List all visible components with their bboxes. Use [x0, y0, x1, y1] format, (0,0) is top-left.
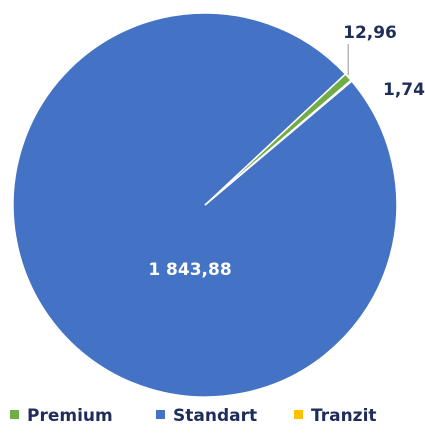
- pie-slice: [12, 12, 398, 398]
- legend-label: Tranzit: [311, 406, 377, 426]
- legend-swatch: [156, 410, 165, 419]
- legend-label: Standart: [173, 406, 257, 426]
- data-label: 12,96: [343, 23, 397, 43]
- data-label: 1 843,88: [148, 260, 231, 280]
- legend-label: Premium: [27, 406, 113, 426]
- legend-swatch: [10, 410, 19, 419]
- data-label: 1,74: [383, 80, 425, 100]
- legend-swatch: [294, 410, 303, 419]
- pie-slice: [204, 79, 353, 206]
